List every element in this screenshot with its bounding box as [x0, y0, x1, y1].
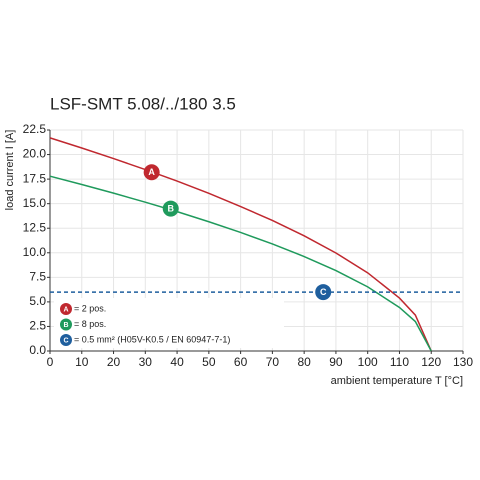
x-tick-label: 20	[107, 355, 121, 369]
y-axis-label: load current I [A]	[4, 130, 16, 211]
y-tick-label: 20.0	[23, 147, 47, 161]
x-tick-label: 60	[234, 355, 248, 369]
annotation-marker	[315, 284, 332, 301]
x-tick-label: 100	[358, 355, 378, 369]
y-tick-label: 17.5	[23, 171, 47, 185]
x-tick-label: 130	[453, 355, 473, 369]
x-tick-label: 10	[75, 355, 89, 369]
x-tick-label: 80	[297, 355, 311, 369]
x-tick-label: 90	[329, 355, 343, 369]
y-tick-label: 22.5	[23, 122, 47, 136]
legend-key-letter: C	[63, 337, 68, 344]
annotation-label: C	[320, 287, 327, 297]
legend-key	[60, 334, 72, 346]
y-tick-label: 0.0	[29, 343, 46, 357]
chart-title: LSF-SMT 5.08/../180 3.5	[50, 94, 236, 113]
x-tick-label: 50	[202, 355, 216, 369]
y-tick-label: 12.5	[23, 220, 47, 234]
legend-label: = 0.5 mm² (H05V-K0.5 / EN 60947-7-1)	[74, 334, 230, 344]
x-tick-label: 30	[139, 355, 153, 369]
legend-key	[60, 303, 72, 315]
x-tick-label: 40	[170, 355, 184, 369]
x-tick-label: 110	[390, 355, 409, 369]
series-line	[49, 175, 432, 352]
series-line	[49, 137, 432, 352]
x-axis-label: ambient temperature T [°C]	[331, 375, 463, 387]
y-tick-label: 15.0	[23, 196, 47, 210]
y-tick-label: 7.5	[29, 270, 46, 284]
y-tick-label: 10.0	[23, 245, 47, 259]
annotation-label: B	[167, 203, 174, 213]
legend-box	[54, 298, 284, 348]
y-tick-label: 5.0	[29, 294, 46, 308]
x-tick-label: 0	[47, 355, 54, 369]
x-tick-label: 120	[421, 355, 441, 369]
legend-label: = 2 pos.	[74, 303, 106, 313]
y-tick-label: 2.5	[29, 319, 46, 333]
legend-label: = 8 pos.	[74, 319, 106, 329]
annotation-marker	[162, 200, 179, 217]
annotation-marker	[143, 164, 160, 181]
legend-key-letter: B	[63, 322, 68, 329]
annotation-label: A	[148, 167, 155, 177]
x-tick-label: 70	[266, 355, 280, 369]
legend-key	[60, 318, 72, 331]
legend-key-letter: A	[63, 306, 68, 313]
